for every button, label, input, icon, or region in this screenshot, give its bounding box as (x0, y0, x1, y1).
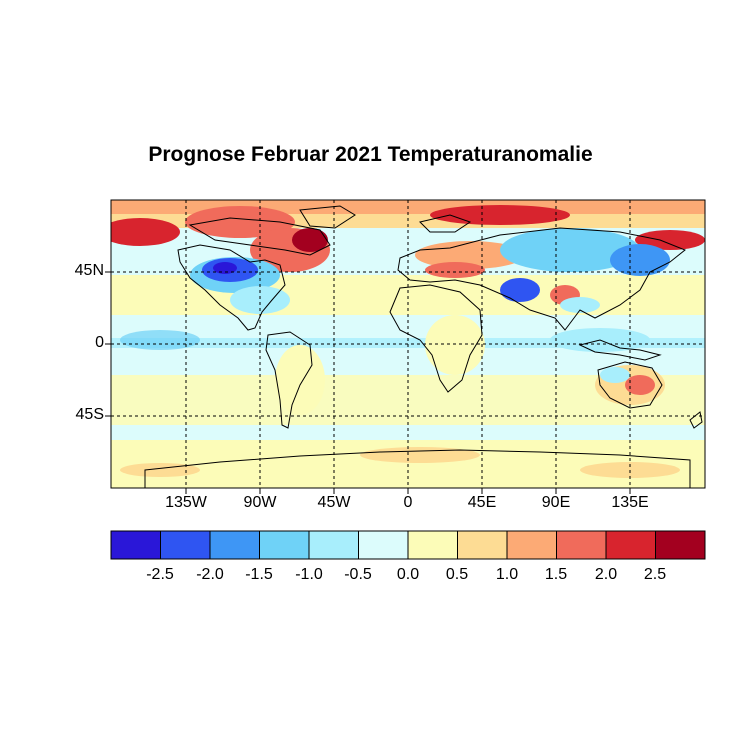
colorbar (110, 530, 706, 560)
colorbar-swatch (556, 530, 607, 560)
colorbar-swatch (209, 530, 260, 560)
colorbar-label: 2.5 (643, 566, 667, 583)
colorbar-swatch (160, 530, 211, 560)
colorbar-label: 1.5 (544, 566, 568, 583)
lat-label-45n: 45N (74, 262, 104, 279)
colorbar-swatch (457, 530, 508, 560)
graticule (111, 200, 705, 488)
map-title: Prognose Februar 2021 Temperaturanomalie (148, 143, 593, 166)
colorbar-label: -1.0 (295, 566, 323, 583)
colorbar-label: -2.0 (196, 566, 224, 583)
lon-label-90e: 90E (541, 494, 571, 511)
colorbar-label: 0.5 (445, 566, 469, 583)
colorbar-label: -1.5 (245, 566, 273, 583)
axis-ticks (105, 271, 631, 494)
lon-label-0: 0 (403, 494, 413, 511)
colorbar-swatch (308, 530, 359, 560)
colorbar-swatch (506, 530, 557, 560)
colorbar-label: -2.5 (146, 566, 174, 583)
lon-label-45w: 45W (317, 494, 351, 511)
colorbar-label: 0.0 (396, 566, 420, 583)
lon-label-90w: 90W (243, 494, 277, 511)
lon-label-135w: 135W (165, 494, 207, 511)
colorbar-swatch (407, 530, 458, 560)
colorbar-swatch (259, 530, 310, 560)
colorbar-label: -0.5 (344, 566, 372, 583)
colorbar-label: 2.0 (594, 566, 618, 583)
colorbar-swatch (358, 530, 409, 560)
lat-label-45s: 45S (75, 406, 104, 423)
lon-label-135e: 135E (611, 494, 649, 511)
anomaly-field (111, 200, 705, 488)
colorbar-label: 1.0 (495, 566, 519, 583)
lon-label-45e: 45E (467, 494, 497, 511)
coastlines (144, 205, 703, 488)
lat-label-0: 0 (95, 334, 104, 351)
colorbar-swatch (605, 530, 656, 560)
colorbar-swatch (110, 530, 161, 560)
colorbar-swatch (655, 530, 706, 560)
